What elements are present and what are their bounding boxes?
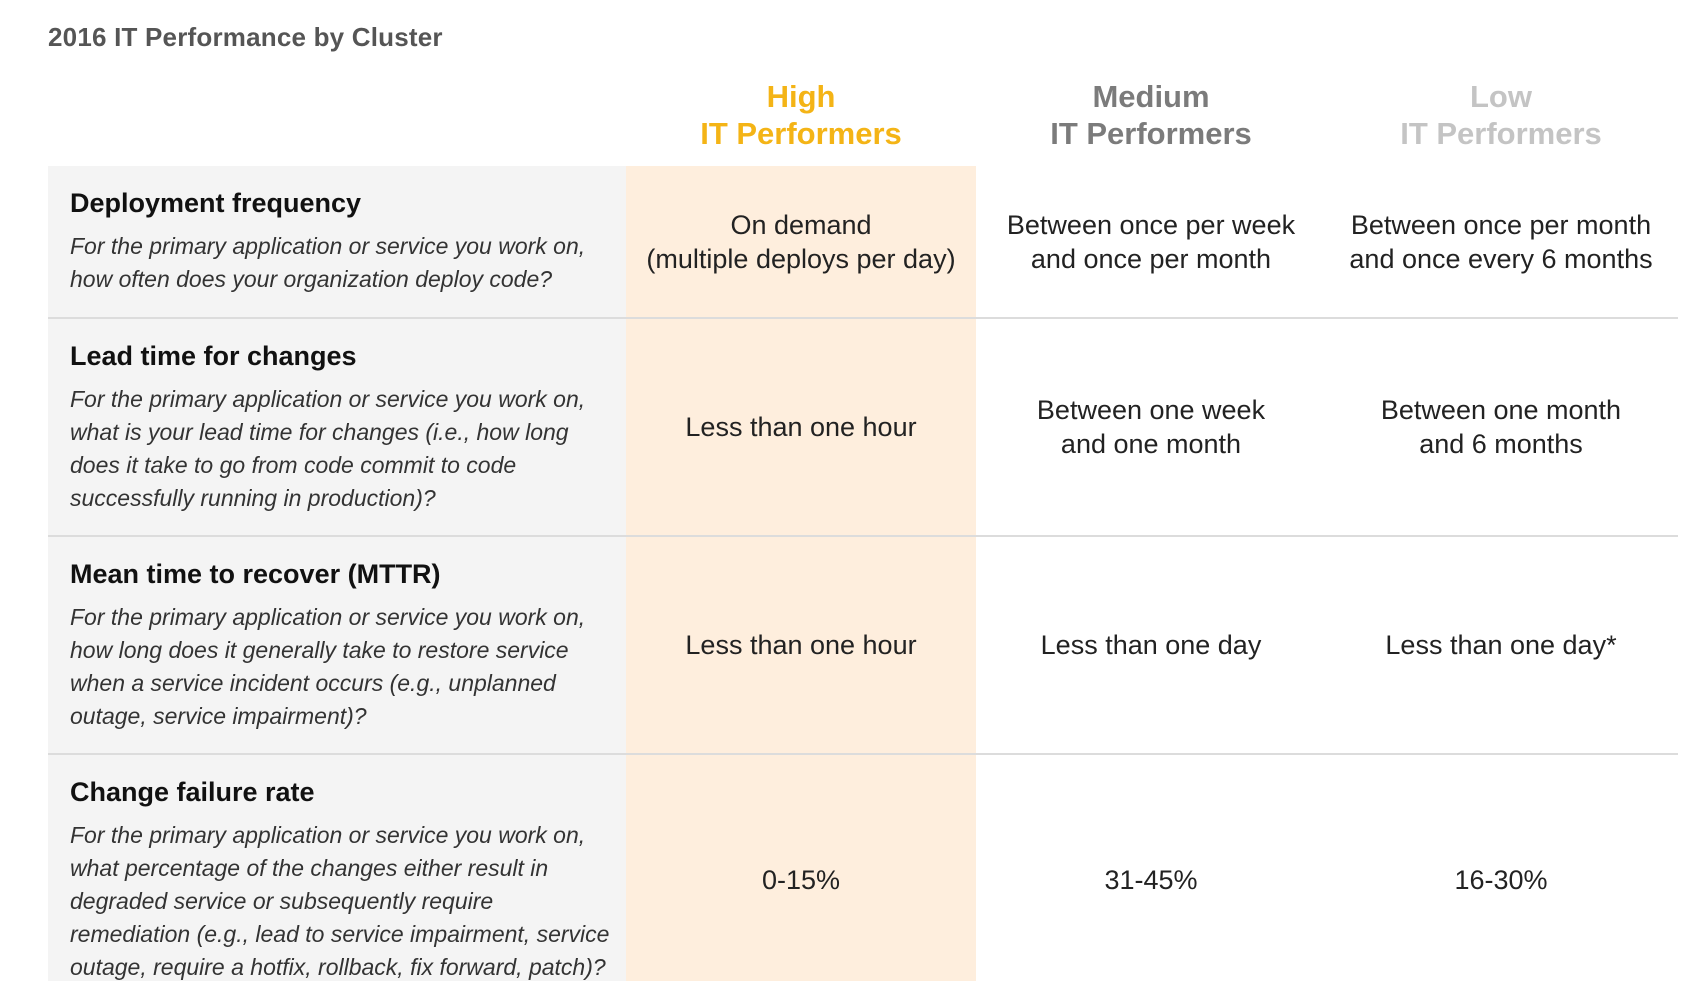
medium-performer-value: Less than one day <box>1040 630 1262 660</box>
table-row: Deployment frequency For the primary app… <box>48 166 1678 319</box>
low-performer-value: 16-30% <box>1454 865 1548 895</box>
metric-question: For the primary application or service y… <box>70 233 586 292</box>
table-row: Mean time to recover (MTTR) For the prim… <box>48 537 1678 755</box>
column-header-low: Low IT Performers <box>1326 78 1676 152</box>
column-header-low-line1: Low <box>1470 79 1532 114</box>
performance-table: Deployment frequency For the primary app… <box>48 166 1678 981</box>
table-row: Lead time for changes For the primary ap… <box>48 319 1678 537</box>
metric-question: For the primary application or service y… <box>70 386 586 511</box>
metric-question: For the primary application or service y… <box>70 822 610 980</box>
column-header-medium-line1: Medium <box>1092 79 1210 114</box>
metric-cell: Mean time to recover (MTTR) For the prim… <box>48 537 626 753</box>
metric-name: Deployment frequency <box>70 188 362 218</box>
low-performer-value: Between once per month and once every 6 … <box>1349 209 1653 274</box>
column-header-medium-line2: IT Performers <box>1050 116 1252 151</box>
low-performer-value: Between one month and 6 months <box>1380 395 1622 459</box>
metric-cell: Deployment frequency For the primary app… <box>48 166 626 317</box>
metric-name: Change failure rate <box>70 777 315 807</box>
column-header-low-line2: IT Performers <box>1400 116 1602 151</box>
column-header-high-line1: High <box>766 79 836 114</box>
table-row: Change failure rate For the primary appl… <box>48 755 1678 981</box>
medium-performer-value: 31-45% <box>1104 865 1198 895</box>
medium-performer-value: Between one week and one month <box>1036 395 1266 459</box>
metric-name: Lead time for changes <box>70 341 357 371</box>
high-performer-value: On demand (multiple deploys per day) <box>626 166 976 317</box>
column-header-high: High IT Performers <box>626 78 976 152</box>
high-performer-value: 0-15% <box>626 755 976 981</box>
high-performer-value: Less than one hour <box>626 537 976 753</box>
column-header-high-line2: IT Performers <box>700 116 902 151</box>
page-title: 2016 IT Performance by Cluster <box>48 22 443 52</box>
low-performer-value: Less than one day* <box>1385 630 1617 660</box>
metric-question: For the primary application or service y… <box>70 604 586 729</box>
medium-performer-value: Between once per week and once per month <box>1006 209 1296 274</box>
metric-cell: Change failure rate For the primary appl… <box>48 755 626 981</box>
metric-cell: Lead time for changes For the primary ap… <box>48 319 626 535</box>
high-performer-value: Less than one hour <box>626 319 976 535</box>
metric-name: Mean time to recover (MTTR) <box>70 559 441 589</box>
column-header-medium: Medium IT Performers <box>976 78 1326 152</box>
